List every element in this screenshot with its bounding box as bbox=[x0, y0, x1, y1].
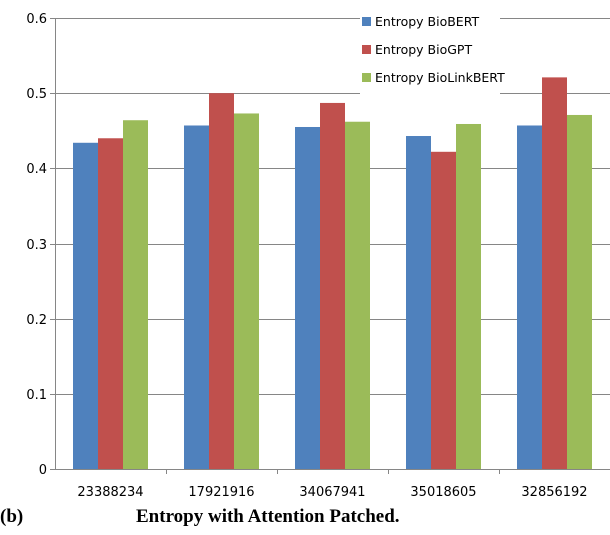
y-tick-label: 0.1 bbox=[26, 388, 47, 403]
legend-box bbox=[360, 10, 500, 104]
y-tick-label: 0.3 bbox=[26, 238, 47, 253]
x-tick-label: 17921916 bbox=[188, 485, 254, 500]
bars bbox=[73, 77, 592, 470]
bar bbox=[567, 114, 592, 469]
bar bbox=[184, 125, 209, 469]
x-tick-label: 23388234 bbox=[77, 485, 143, 500]
legend-label: Entropy BioBERT bbox=[375, 14, 479, 29]
bar bbox=[456, 123, 481, 470]
bar bbox=[123, 120, 148, 469]
x-axis: 23388234 17921916 34067941 35018605 32856192 bbox=[55, 469, 610, 500]
y-tick-label: 0.6 bbox=[26, 12, 47, 27]
bar bbox=[73, 142, 98, 469]
y-tick-label: 0.5 bbox=[26, 87, 47, 102]
caption-label: (b) bbox=[0, 506, 24, 527]
x-tick-label: 34067941 bbox=[299, 485, 365, 500]
legend-swatch bbox=[362, 17, 371, 26]
bar bbox=[406, 136, 431, 470]
legend-swatch bbox=[362, 73, 371, 82]
x-tick-label: 32856192 bbox=[521, 485, 587, 500]
bar bbox=[542, 77, 567, 470]
legend-label: Entropy BioGPT bbox=[375, 42, 472, 57]
y-tick-label: 0.4 bbox=[26, 162, 47, 177]
legend: Entropy BioBERT Entropy BioGPT Entropy Bio… bbox=[360, 10, 505, 104]
bar bbox=[517, 125, 542, 469]
bar bbox=[295, 126, 320, 469]
bar bbox=[345, 121, 370, 469]
y-tick-label: 0.2 bbox=[26, 313, 47, 328]
caption-text: Entropy with Attention Patched. bbox=[136, 506, 400, 527]
bar bbox=[98, 138, 123, 469]
figure-caption: (b) Entropy with Attention Patched. bbox=[0, 506, 610, 535]
bar bbox=[320, 102, 345, 470]
bar bbox=[431, 151, 456, 469]
legend-swatch bbox=[362, 45, 371, 54]
legend-label: Entropy BioLinkBERT bbox=[375, 70, 505, 85]
y-axis: 0 0.1 0.2 0.3 0.4 0.5 0.6 bbox=[26, 12, 56, 478]
bar bbox=[234, 113, 259, 469]
bar-chart: 0 0.1 0.2 0.3 0.4 0.5 0.6 23388234 17921916 3406… bbox=[26, 10, 610, 500]
y-tick-label: 0 bbox=[39, 463, 47, 478]
x-tick-label: 35018605 bbox=[410, 485, 476, 500]
bar bbox=[209, 93, 234, 470]
